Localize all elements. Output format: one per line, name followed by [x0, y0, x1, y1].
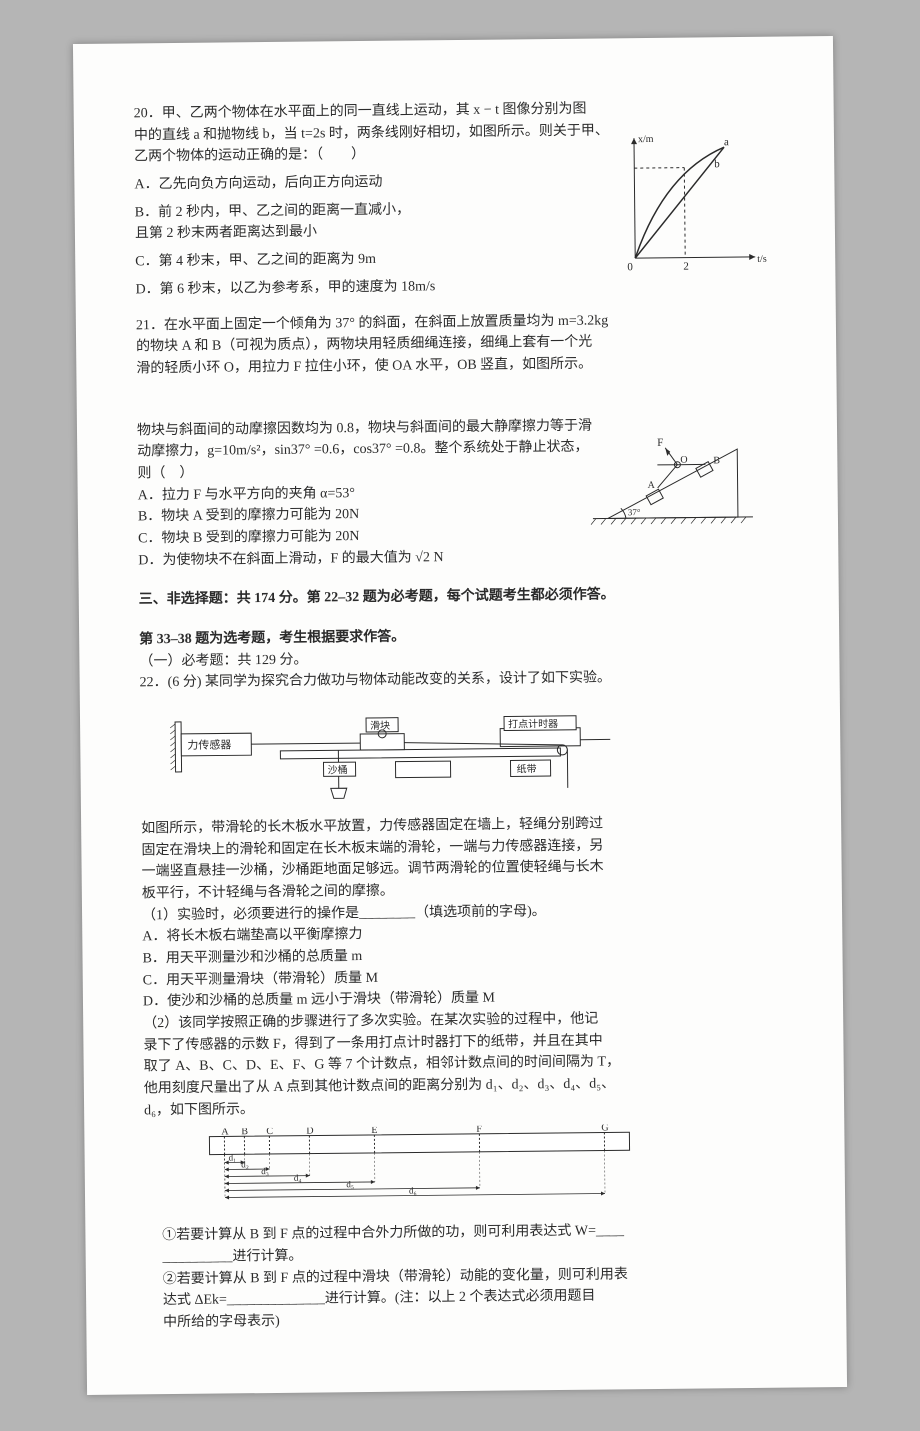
svg-text:t/s: t/s: [757, 254, 767, 265]
svg-text:D: D: [306, 1126, 313, 1137]
question-20: 20．甲、乙两个物体在水平面上的同一直线上运动，其 x − t 图像分别为图 中…: [134, 97, 766, 301]
svg-text:d₄: d₄: [294, 1173, 302, 1183]
svg-text:纸带: 纸带: [516, 762, 536, 775]
svg-text:F: F: [657, 436, 663, 448]
svg-text:B: B: [713, 455, 720, 466]
svg-text:a: a: [724, 136, 729, 148]
exam-page: 20．甲、乙两个物体在水平面上的同一直线上运动，其 x − t 图像分别为图 中…: [73, 36, 847, 1394]
q20-graph: 0 2 t/s x/m ab: [604, 127, 776, 296]
svg-text:b: b: [714, 158, 720, 170]
svg-text:d₅: d₅: [346, 1180, 354, 1190]
apparatus-svg: 力传感器长木板滑块打点计时器沙桶纸带: [170, 697, 641, 802]
svg-text:2: 2: [683, 261, 689, 273]
svg-text:C: C: [266, 1126, 273, 1137]
svg-text:d₂: d₂: [241, 1160, 249, 1170]
section-3-title-line1: 三、非选择题：共 174 分。第 22–32 题为必考题，每个试题考生都必须作答…: [139, 583, 769, 611]
q22-tape-figure: A B C D E F Gd₁ d₂ d₃ d₄ d₅ d₆: [204, 1123, 775, 1217]
tape-svg: A B C D E F Gd₁ d₂ d₃ d₄ d₅ d₆: [204, 1125, 635, 1209]
xt-graph-svg: 0 2 t/s x/m ab: [604, 127, 776, 289]
svg-text:F: F: [476, 1125, 482, 1136]
svg-text:G: G: [601, 1125, 608, 1134]
q21-incline-figure: 37° F O A B: [587, 428, 758, 532]
svg-text:力传感器: 力传感器: [187, 739, 231, 752]
svg-text:O: O: [680, 454, 687, 465]
svg-text:打点计时器: 打点计时器: [508, 717, 558, 731]
svg-text:d₆: d₆: [409, 1186, 417, 1196]
svg-text:d₁: d₁: [229, 1153, 237, 1163]
question-21: 21．在水平面上固定一个倾角为 37° 的斜面，在斜面上放置质量均为 m=3.2…: [136, 308, 769, 571]
svg-text:d₃: d₃: [261, 1166, 269, 1176]
svg-text:x/m: x/m: [638, 134, 654, 145]
svg-text:A: A: [221, 1127, 229, 1138]
svg-text:0: 0: [627, 261, 633, 273]
q22-apparatus-figure: 力传感器长木板滑块打点计时器沙桶纸带: [170, 696, 771, 810]
svg-text:沙桶: 沙桶: [327, 763, 347, 776]
svg-text:A: A: [648, 479, 656, 490]
svg-text:B: B: [241, 1127, 248, 1138]
incline-svg: 37° F O A B: [587, 428, 758, 525]
svg-text:37°: 37°: [628, 507, 641, 517]
svg-text:E: E: [371, 1125, 377, 1136]
